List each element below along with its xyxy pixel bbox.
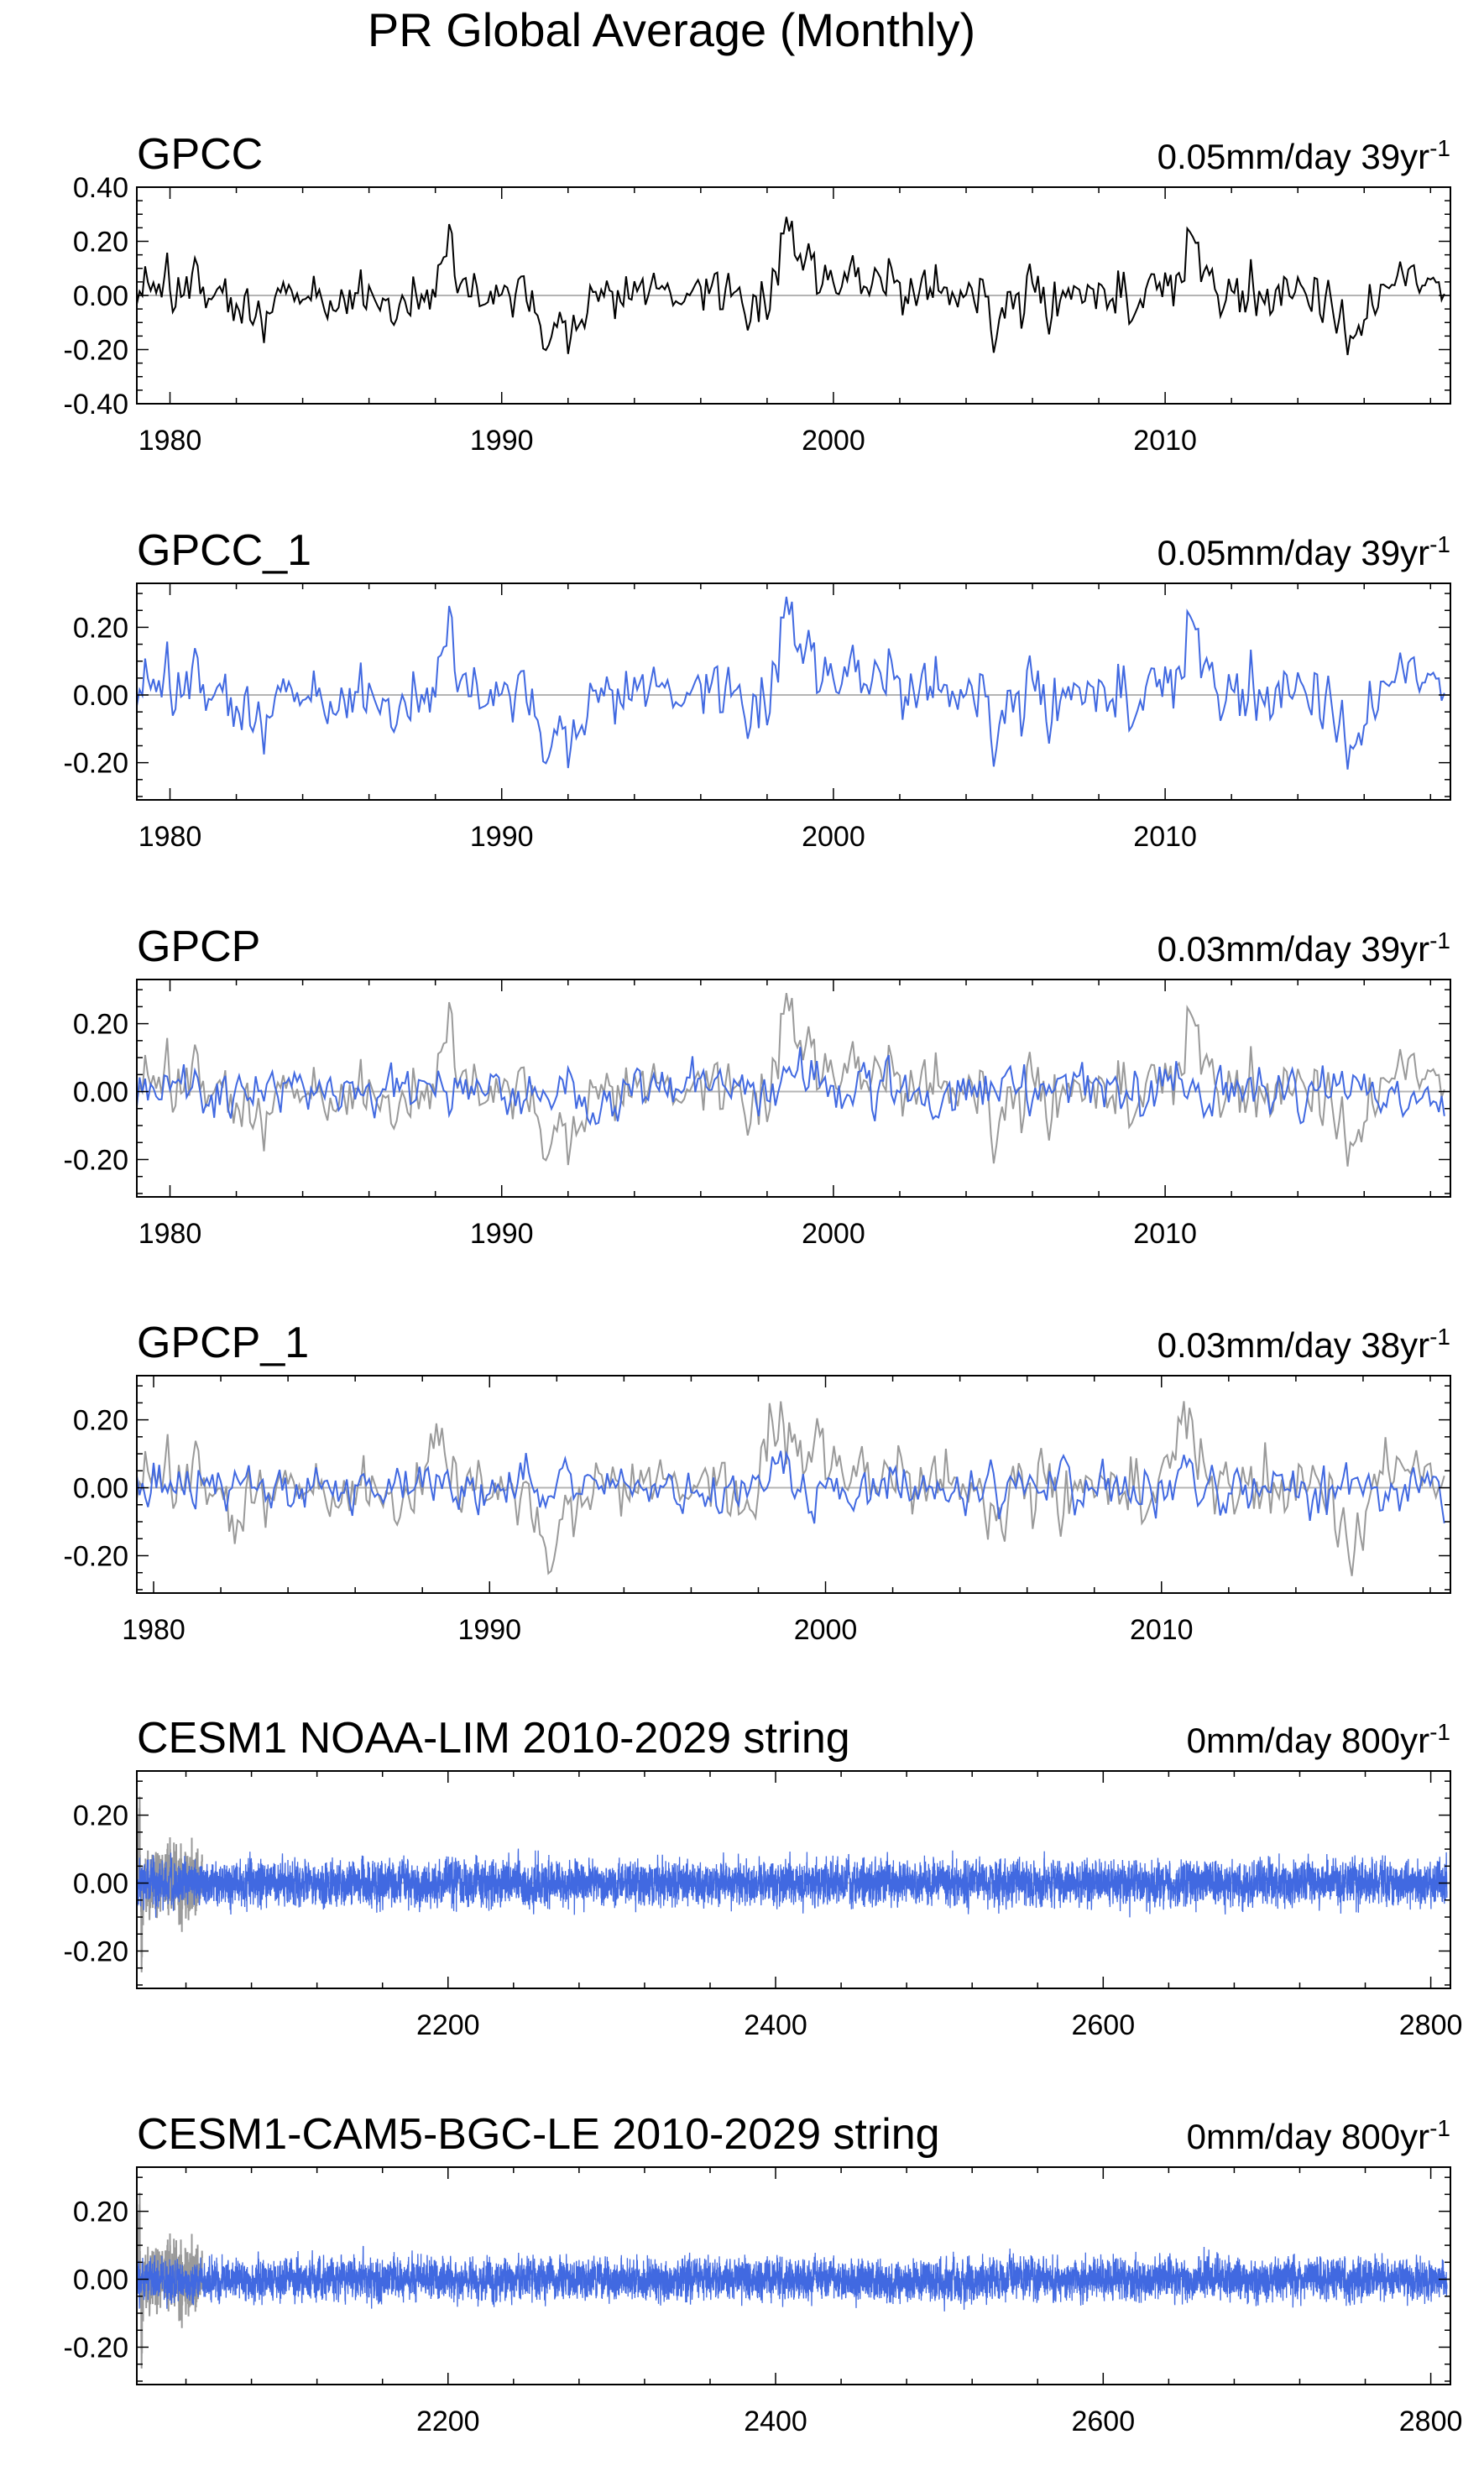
trend-exponent: -1 <box>1429 1719 1450 1745</box>
y-tick-label: 0.00 <box>73 1077 128 1109</box>
plot-frame <box>136 979 1451 1198</box>
plot-frame <box>136 582 1451 801</box>
x-tick-label: 2010 <box>1133 1218 1197 1250</box>
x-tick-label: 2000 <box>794 1614 858 1646</box>
panel-title: GPCC_1 <box>137 526 311 575</box>
trend-exponent: -1 <box>1429 2115 1450 2141</box>
trend-period: 800yr <box>1341 2117 1429 2156</box>
panel-title: GPCC <box>137 130 263 179</box>
x-tick-label: 2600 <box>1071 2009 1135 2041</box>
series-cesm1-cam5-bgc-le <box>137 2245 1448 2312</box>
x-tick-label: 2200 <box>416 2406 480 2437</box>
trend-period: 38yr <box>1361 1325 1429 1365</box>
trend-value: 0.03mm/day <box>1157 929 1361 969</box>
y-tick-label: -0.20 <box>64 1936 129 1967</box>
trend-value: 0mm/day <box>1187 1721 1341 1760</box>
x-tick-label: 2800 <box>1399 2406 1463 2437</box>
y-tick-label: 0.20 <box>73 2197 128 2228</box>
y-tick-label: 0.00 <box>73 1473 128 1505</box>
series-gpcc-reference <box>137 1401 1445 1576</box>
y-tick-label: 0.00 <box>73 2265 128 2296</box>
y-tick-label: -0.40 <box>64 389 129 421</box>
y-tick-label: 0.20 <box>73 1800 128 1832</box>
y-tick-label: -0.20 <box>64 1144 129 1176</box>
x-tick-label: 1990 <box>470 1218 534 1250</box>
trend-label: 0.03mm/day 39yr-1 <box>1157 927 1450 969</box>
x-tick-label: 1980 <box>138 425 202 457</box>
series-gpcp <box>137 1047 1445 1126</box>
y-tick-label: 0.40 <box>73 172 128 204</box>
y-tick-label: -0.20 <box>64 335 129 367</box>
x-tick-label: 2000 <box>802 425 865 457</box>
x-tick-label: 1980 <box>138 1218 202 1250</box>
y-tick-label: 0.20 <box>73 1009 128 1041</box>
trend-label: 0.05mm/day 39yr-1 <box>1157 135 1450 177</box>
x-tick-label: 2000 <box>802 821 865 853</box>
y-tick-label: 0.20 <box>73 612 128 644</box>
x-tick-label: 2800 <box>1399 2009 1463 2041</box>
trend-value: 0.05mm/day <box>1157 533 1361 572</box>
plot-frame <box>136 2166 1451 2385</box>
panel-1: GPCC 0.05mm/day 39yr-1 0.40 0.20 0.00 -0.20 -0… <box>64 130 1451 457</box>
trend-period: 39yr <box>1361 929 1429 969</box>
x-tick-label: 2010 <box>1133 425 1197 457</box>
x-tick-label: 2400 <box>744 2406 807 2437</box>
trend-period: 39yr <box>1361 137 1429 176</box>
panel-2: GPCC_1 0.05mm/day 39yr-1 0.20 0.00 -0.20 1980… <box>64 526 1451 853</box>
panel-title: GPCP <box>137 922 260 971</box>
trend-value: 0.05mm/day <box>1157 137 1361 176</box>
y-tick-label: 0.00 <box>73 1868 128 1900</box>
x-tick-label: 1980 <box>122 1614 186 1646</box>
y-tick-label: -0.20 <box>64 1540 129 1572</box>
trend-exponent: -1 <box>1429 135 1450 161</box>
x-tick-label: 2010 <box>1133 821 1197 853</box>
trend-value: 0.03mm/day <box>1157 1325 1361 1365</box>
x-tick-label: 1990 <box>470 425 534 457</box>
panel-title: GPCP_1 <box>137 1319 309 1367</box>
plot-frame <box>136 1375 1451 1594</box>
x-tick-label: 2000 <box>802 1218 865 1250</box>
x-tick-label: 1990 <box>470 821 534 853</box>
x-tick-label: 2600 <box>1071 2406 1135 2437</box>
trend-label: 0mm/day 800yr-1 <box>1187 2115 1450 2157</box>
series-cesm1-noaa-lim <box>137 1848 1448 1918</box>
x-tick-label: 1990 <box>457 1614 521 1646</box>
x-tick-label: 2400 <box>744 2009 807 2041</box>
trend-period: 800yr <box>1341 1721 1429 1760</box>
trend-label: 0.05mm/day 39yr-1 <box>1157 531 1450 573</box>
trend-period: 39yr <box>1361 533 1429 572</box>
panel-6: CESM1-CAM5-BGC-LE 2010-2029 string 0mm/da… <box>64 2110 1463 2437</box>
y-tick-label: 0.00 <box>73 680 128 712</box>
panel-title: CESM1 NOAA-LIM 2010-2029 string <box>137 1714 850 1763</box>
y-tick-label: -0.20 <box>64 748 129 780</box>
series-gpcp-1 <box>137 1450 1445 1524</box>
y-tick-label: 0.20 <box>73 1405 128 1437</box>
x-tick-label: 1980 <box>138 821 202 853</box>
panel-5: CESM1 NOAA-LIM 2010-2029 string 0mm/day 8… <box>64 1714 1463 2041</box>
trend-value: 0mm/day <box>1187 2117 1341 2156</box>
trend-exponent: -1 <box>1429 1324 1450 1350</box>
trend-label: 0mm/day 800yr-1 <box>1187 1719 1450 1761</box>
series-gpcc <box>137 217 1445 356</box>
trend-exponent: -1 <box>1429 531 1450 557</box>
series-gpcc-1 <box>137 596 1445 770</box>
trend-exponent: -1 <box>1429 927 1450 953</box>
panel-title: CESM1-CAM5-BGC-LE 2010-2029 string <box>137 2110 940 2159</box>
panel-3: GPCP 0.03mm/day 39yr-1 0.20 0.00 -0.20 1980 19… <box>64 922 1451 1250</box>
y-tick-label: 0.20 <box>73 227 128 259</box>
y-tick-label: -0.20 <box>64 2332 129 2364</box>
y-tick-label: 0.00 <box>73 280 128 312</box>
figure-title: PR Global Average (Monthly) <box>368 3 975 56</box>
plot-frame <box>136 1770 1451 1989</box>
trend-label: 0.03mm/day 38yr-1 <box>1157 1324 1450 1366</box>
x-tick-label: 2200 <box>416 2009 480 2041</box>
panel-4: GPCP_1 0.03mm/day 38yr-1 0.20 0.00 -0.20 1980… <box>64 1319 1451 1646</box>
x-tick-label: 2010 <box>1130 1614 1194 1646</box>
